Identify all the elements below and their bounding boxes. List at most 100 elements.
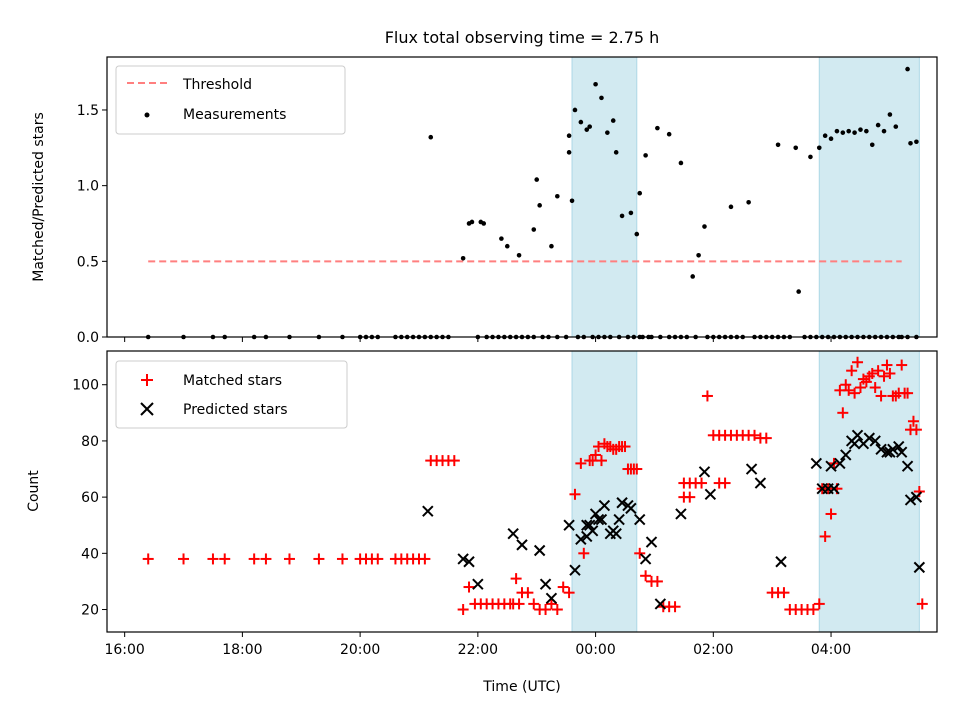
predicted-star-point	[851, 429, 864, 442]
matched-star-point	[640, 570, 652, 582]
matched-star-point	[563, 587, 575, 599]
matched-star-point	[545, 598, 557, 610]
count-xtick-label: 22:00	[458, 642, 498, 658]
measurement-point	[572, 107, 578, 113]
matched-star-point	[701, 390, 713, 402]
predicted-star-point	[625, 502, 637, 515]
predicted-star-point	[507, 527, 519, 540]
measurement-point	[875, 122, 881, 128]
matched-star-point	[634, 547, 646, 559]
matched-star-point	[463, 581, 475, 593]
measurement-point	[834, 128, 840, 134]
predicted-star-point	[745, 463, 758, 475]
measurement-point	[914, 139, 919, 145]
predicted-star-point	[472, 578, 484, 590]
measurement-point	[549, 243, 554, 249]
predicted-star-point	[863, 432, 876, 444]
measurement-point	[775, 142, 781, 148]
measurements-legend-label: Measurements	[183, 107, 286, 123]
count-xtick-label: 02:00	[693, 642, 733, 658]
measurement-point	[793, 145, 799, 151]
measurements-legend-swatch	[144, 112, 150, 118]
matched-star-point	[336, 553, 348, 565]
ratio-span-1	[818, 56, 920, 338]
predicted-star-point	[598, 499, 611, 512]
matched-legend-label: Matched stars	[183, 373, 282, 389]
measurement-point	[728, 204, 734, 210]
matched-star-point	[207, 553, 219, 565]
count-ytick-label: 20	[81, 603, 99, 619]
predicted-star-point	[563, 519, 575, 531]
count-xtick-label: 18:00	[222, 642, 262, 658]
count-ytick-label: 40	[81, 546, 99, 562]
predicted-star-point	[533, 544, 546, 557]
matched-star-point	[651, 575, 663, 587]
matched-star-point	[719, 477, 731, 489]
predicted-star-point	[616, 497, 628, 509]
measurement-point	[469, 219, 475, 225]
predicted-star-point	[869, 435, 881, 447]
matched-star-point	[834, 384, 846, 396]
measurement-point	[566, 133, 572, 139]
matched-star-point	[846, 365, 858, 377]
measurement-point	[887, 112, 893, 117]
measurement-point	[846, 128, 852, 134]
matched-star-point	[905, 424, 917, 436]
matched-star-point	[872, 365, 884, 377]
predicted-star-point	[545, 592, 558, 604]
predicted-star-point	[754, 477, 767, 489]
predicted-star-point	[875, 443, 887, 456]
predicted-legend-swatch	[140, 402, 154, 416]
predicted-star-point	[840, 449, 852, 461]
matched-star-point	[749, 429, 761, 441]
count-xtick-label: 00:00	[575, 642, 615, 658]
measurement-point	[822, 133, 828, 139]
x-axis-label: Time (UTC)	[482, 679, 560, 695]
measurement-point	[881, 128, 887, 134]
measurement-point	[840, 130, 846, 135]
predicted-star-point	[895, 446, 908, 458]
matched-star-point	[313, 553, 325, 565]
matched-star-point	[684, 491, 696, 503]
measurement-point	[864, 128, 869, 134]
matched-star-point	[178, 553, 190, 565]
predicted-star-point	[834, 457, 846, 470]
matched-star-point	[142, 553, 154, 565]
predicted-star-point	[592, 513, 605, 526]
predicted-star-point	[893, 440, 905, 453]
measurement-point	[702, 224, 707, 229]
measurement-point	[516, 252, 522, 258]
count-ytick-label: 100	[72, 378, 99, 394]
matched-star-point	[837, 407, 849, 419]
count-xtick-label: 16:00	[104, 642, 144, 658]
matched-star-point	[575, 457, 587, 469]
matched-star-point	[849, 387, 861, 399]
matched-star-point	[884, 367, 896, 379]
measurement-point	[858, 127, 863, 132]
count-ytick-label: 80	[81, 434, 99, 450]
count-panel: 20 40 60 80 100 16:00 18:00 20:00 22:00 00:00 02:0…	[26, 350, 938, 695]
matched-star-point	[907, 415, 919, 427]
measurement-point	[643, 153, 648, 158]
measurement-point	[690, 274, 696, 279]
predicted-star-point	[913, 561, 926, 574]
predicted-star-point	[645, 536, 658, 548]
predicted-star-point	[654, 598, 667, 610]
measurement-point	[619, 213, 625, 219]
measurement-point	[605, 130, 610, 135]
ratio-legend: Threshold Measurements	[115, 65, 346, 135]
predicted-star-point	[639, 553, 652, 565]
predicted-star-point	[607, 525, 619, 537]
matched-star-point	[551, 604, 563, 616]
predicted-star-point	[463, 556, 475, 568]
matched-star-point	[595, 455, 607, 467]
matched-star-point	[854, 382, 866, 394]
predicted-star-point	[904, 494, 917, 506]
predicted-legend-label: Predicted stars	[183, 402, 288, 418]
predicted-star-point	[810, 457, 823, 470]
measurement-point	[584, 127, 590, 132]
predicted-star-point	[828, 482, 840, 495]
matched-star-point	[852, 356, 864, 368]
matched-star-point	[813, 598, 825, 610]
